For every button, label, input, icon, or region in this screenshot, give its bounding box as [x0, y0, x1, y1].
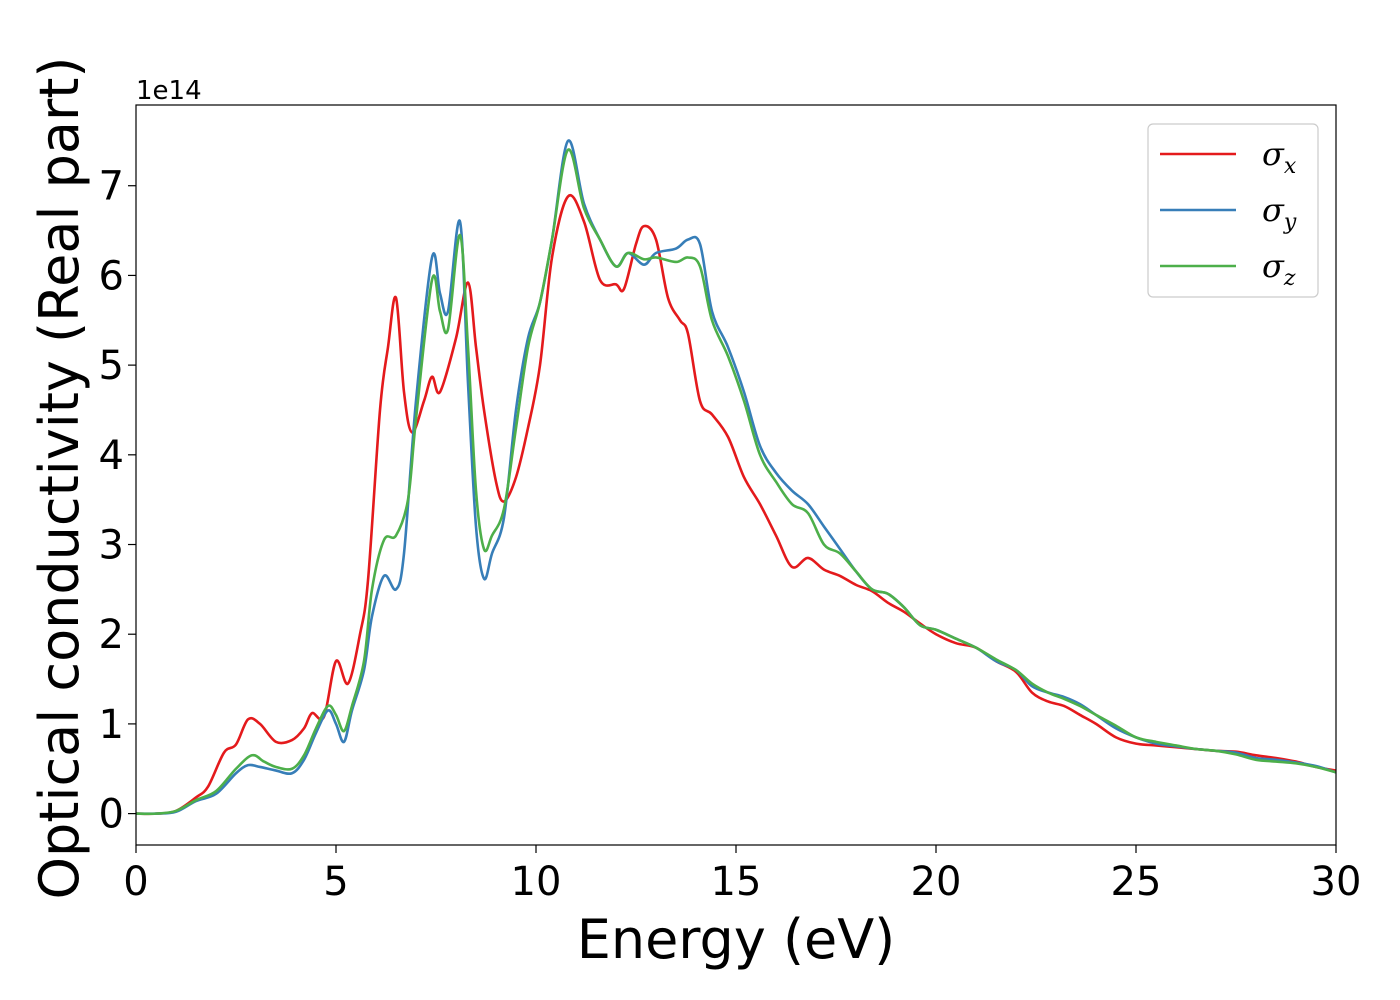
x-tick-label: 20 — [911, 859, 962, 905]
y-tick-label: 6 — [99, 253, 124, 299]
series-line-x — [136, 193, 1336, 816]
legend-label-z: σz — [1262, 247, 1296, 291]
y-axis-label: Optical conductivity (Real part) — [28, 57, 91, 900]
series-lines — [136, 139, 1336, 816]
y-tick-label: 2 — [99, 612, 124, 658]
series-line-z — [136, 148, 1336, 816]
x-tick-label: 30 — [1311, 859, 1362, 905]
x-tick-label: 25 — [1111, 859, 1162, 905]
legend: σx σy σz — [1147, 123, 1319, 298]
y-tick-label: 4 — [99, 433, 124, 479]
x-tick-label: 5 — [323, 859, 348, 905]
x-tick-label: 15 — [711, 859, 762, 905]
legend-items: σx σy σz — [1160, 135, 1297, 291]
y-tick-label: 7 — [99, 164, 124, 210]
y-tick-label: 1 — [99, 702, 124, 748]
x-axis-label: Energy (eV) — [577, 908, 896, 971]
y-axis-offset-label: 1e14 — [136, 76, 202, 106]
x-tick-label: 0 — [123, 859, 148, 905]
y-tick-label: 5 — [99, 343, 124, 389]
x-tick-label: 10 — [511, 859, 562, 905]
y-axis-ticks: 0 1 2 3 4 5 6 7 — [99, 164, 136, 838]
x-axis-ticks: 0 5 10 15 20 25 30 — [123, 845, 1361, 905]
y-tick-label: 3 — [99, 523, 124, 569]
y-tick-label: 0 — [99, 792, 124, 838]
legend-label-y: σy — [1262, 191, 1297, 235]
legend-label-x: σx — [1262, 135, 1297, 179]
